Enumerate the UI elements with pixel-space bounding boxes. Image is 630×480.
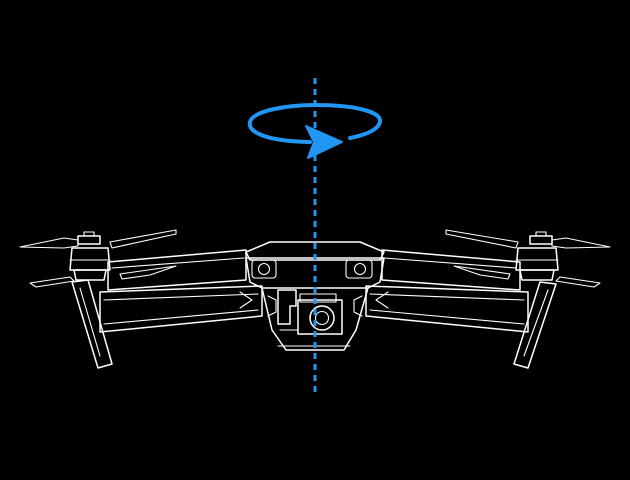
right-arm bbox=[365, 249, 529, 333]
yaw-axis-annotation bbox=[247, 78, 382, 396]
right-motor bbox=[445, 229, 611, 369]
left-arm bbox=[99, 249, 263, 333]
drone-body bbox=[245, 241, 385, 351]
left-motor bbox=[19, 229, 177, 369]
drone-illustration bbox=[19, 229, 611, 369]
rotation-arrow-icon bbox=[247, 102, 382, 144]
arrow-head-icon bbox=[305, 125, 343, 159]
